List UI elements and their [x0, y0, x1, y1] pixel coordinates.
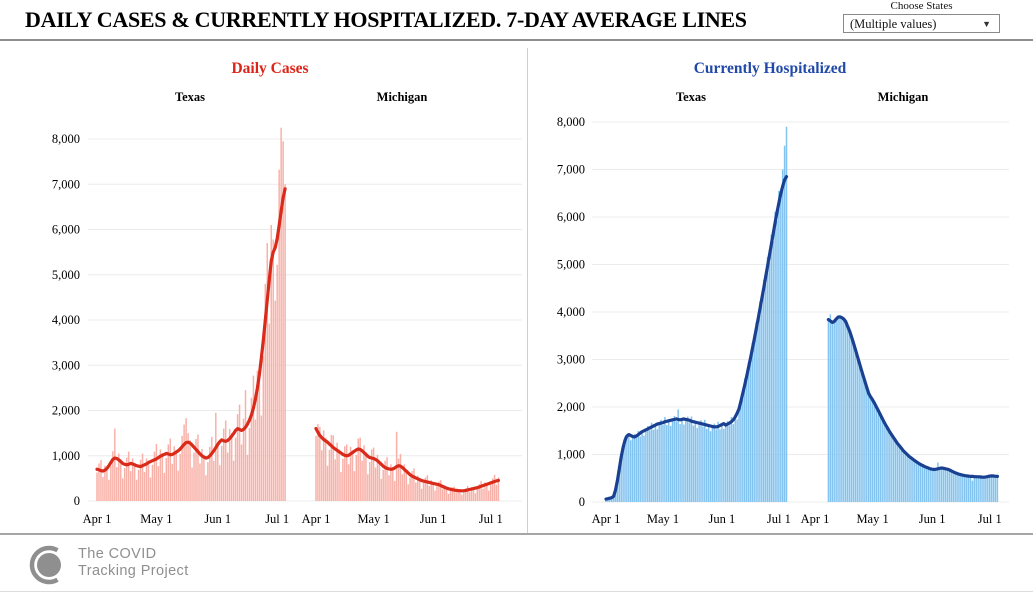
y-tick-label: 3,000 — [52, 358, 80, 372]
y-tick-label: 0 — [74, 494, 80, 508]
x-tick-label: May 1 — [856, 512, 888, 526]
y-tick-label: 4,000 — [52, 313, 80, 327]
y-tick-label: 3,000 — [557, 353, 585, 367]
panel-header-hosp-texas: Texas — [675, 90, 707, 104]
currently-hospitalized-title: Currently Hospitalized — [693, 60, 847, 77]
logo-line1: The COVID — [78, 546, 157, 562]
logo-circle-icon — [37, 553, 61, 577]
y-tick-label: 4,000 — [557, 305, 585, 319]
texas-7day-average-line — [604, 175, 789, 501]
chevron-down-icon: ▼ — [982, 19, 991, 29]
header-divider — [0, 39, 1033, 41]
y-tick-label: 1,000 — [557, 448, 585, 462]
x-tick-label: Jul 1 — [767, 512, 791, 526]
filter-label: Choose States — [890, 0, 953, 12]
page-title: DAILY CASES & CURRENTLY HOSPITALIZED. 7-… — [25, 7, 747, 32]
x-tick-label: Jun 1 — [204, 512, 231, 526]
filter-selected-value: (Multiple values) — [850, 17, 937, 31]
x-tick-label: Apr 1 — [801, 512, 830, 526]
y-tick-label: 1,000 — [52, 449, 80, 463]
x-tick-label: Jun 1 — [420, 512, 447, 526]
y-tick-label: 5,000 — [52, 268, 80, 282]
panel-header-cases-michigan: Michigan — [376, 90, 428, 104]
x-tick-label: May 1 — [140, 512, 172, 526]
y-tick-label: 0 — [579, 495, 585, 509]
state-filter-dropdown[interactable]: (Multiple values) ▼ — [843, 14, 1000, 33]
x-tick-label: Apr 1 — [302, 512, 331, 526]
y-tick-label: 6,000 — [52, 223, 80, 237]
y-tick-label: 2,000 — [557, 400, 585, 414]
texas-currently-hospitalized-bars — [605, 126, 788, 503]
texas-7day-average-line — [95, 187, 287, 473]
michigan-currently-hospitalized-bars — [827, 314, 999, 502]
michigan-daily-cases-bars — [315, 424, 500, 501]
x-tick-label: Apr 1 — [592, 512, 621, 526]
texas-daily-cases-bars — [96, 127, 286, 501]
chart-1: 0 1,000 2,000 3,000 4,000 5,000 6,000 7,000 8,00… — [557, 115, 1009, 526]
daily-cases-title: Daily Cases — [231, 60, 309, 77]
x-tick-label: May 1 — [357, 512, 389, 526]
footer-divider — [0, 533, 1033, 535]
x-tick-label: Apr 1 — [83, 512, 112, 526]
covid-tracking-project-logo — [29, 545, 61, 585]
y-tick-label: 7,000 — [557, 163, 585, 177]
x-tick-label: May 1 — [647, 512, 679, 526]
logo-crescent-icon — [29, 545, 59, 585]
y-tick-label: 8,000 — [557, 115, 585, 129]
y-tick-label: 7,000 — [52, 177, 80, 191]
bottom-edge — [0, 591, 1033, 592]
y-tick-label: 8,000 — [52, 132, 80, 146]
y-tick-label: 2,000 — [52, 404, 80, 418]
chart-0: 0 1,000 2,000 3,000 4,000 5,000 6,000 7,000 8,00… — [52, 127, 522, 526]
x-tick-label: Jul 1 — [479, 512, 503, 526]
x-tick-label: Jun 1 — [709, 512, 736, 526]
x-tick-label: Jul 1 — [265, 512, 289, 526]
michigan-7day-average-line — [314, 427, 500, 493]
logo-line2: Tracking Project — [78, 562, 189, 579]
chart-divider — [527, 48, 528, 533]
panel-header-hosp-michigan: Michigan — [877, 90, 929, 104]
x-tick-label: Jul 1 — [978, 512, 1002, 526]
michigan-7day-average-line — [826, 315, 1000, 479]
x-tick-label: Jun 1 — [919, 512, 946, 526]
y-tick-label: 5,000 — [557, 258, 585, 272]
panel-header-cases-texas: Texas — [174, 90, 206, 104]
logo-text: The COVID Tracking Project — [78, 546, 189, 579]
y-tick-label: 6,000 — [557, 210, 585, 224]
